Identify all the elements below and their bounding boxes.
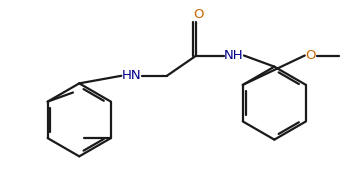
Text: NH: NH xyxy=(224,49,244,62)
Text: HN: HN xyxy=(122,69,141,82)
Text: O: O xyxy=(306,49,316,62)
Text: O: O xyxy=(193,8,203,21)
